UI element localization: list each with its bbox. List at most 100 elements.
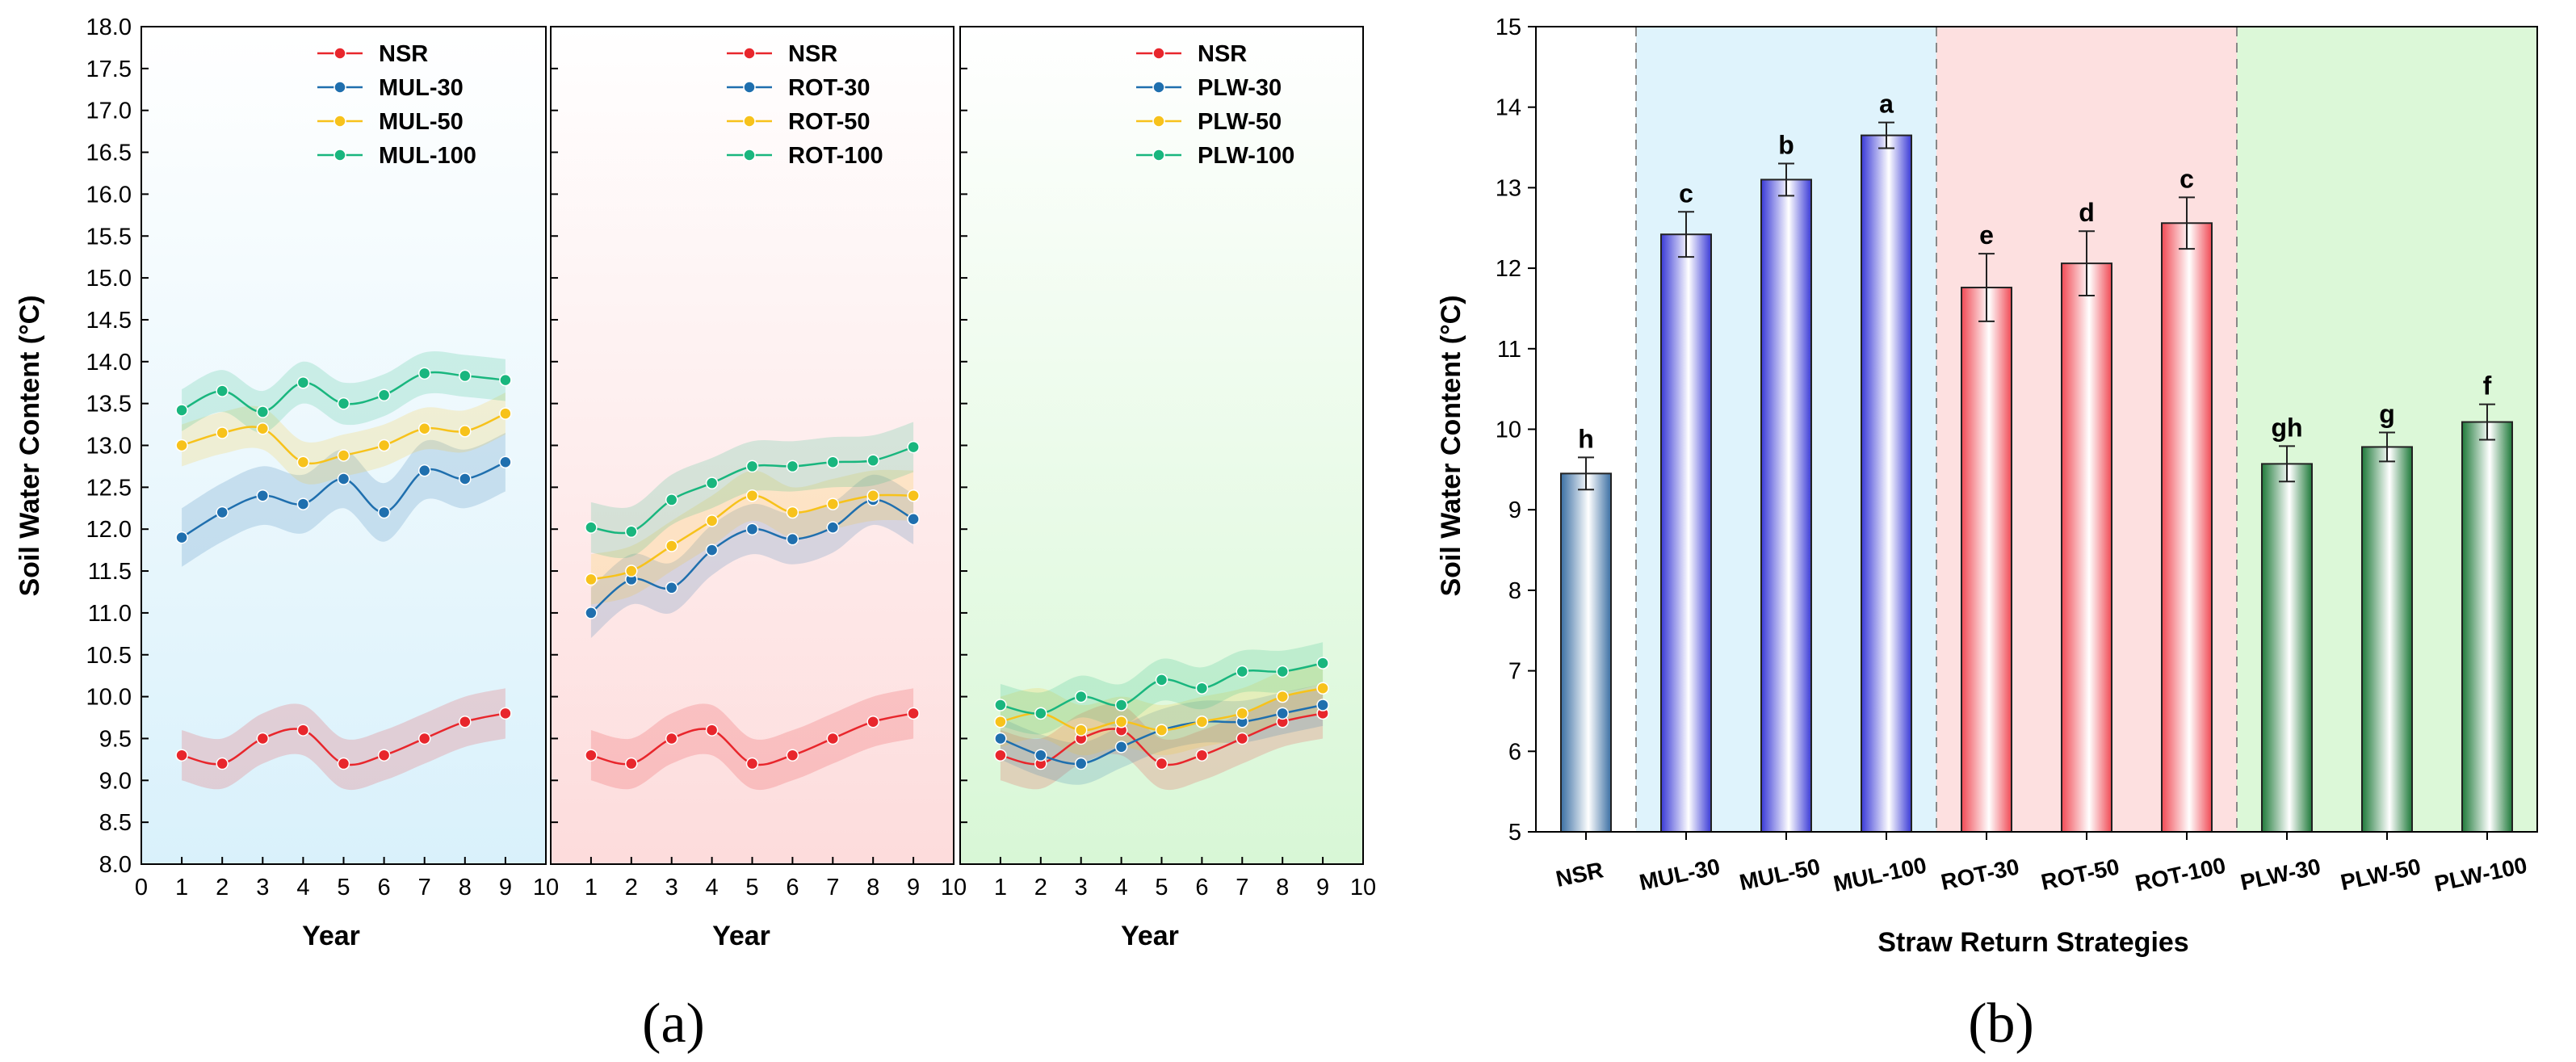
legend-label: ROT-100 (788, 143, 883, 169)
data-point-nsr (337, 757, 350, 770)
data-point-plw-100 (1236, 665, 1249, 678)
significance-label: c (2180, 164, 2194, 193)
data-point-plw-30 (1074, 757, 1088, 770)
confidence-band-nsr (590, 688, 914, 791)
x-tick-label: 4 (296, 875, 309, 900)
data-point-mul-50 (216, 426, 229, 439)
legend-marker (1152, 81, 1165, 94)
data-point-plw-30 (1316, 699, 1329, 711)
x-tick-label: MUL-30 (1637, 854, 1722, 895)
data-point-rot-100 (786, 460, 799, 473)
panel-a1-chart: 8.0 8.5 9.0 9.5 10.0 10.5 11.0 11.5 12.0 12.5 13.0… (86, 15, 560, 900)
data-point-rot-50 (866, 489, 879, 502)
y-tick-label: 5 (1508, 820, 1521, 846)
legend-marker (1152, 115, 1165, 128)
x-tick-label: 7 (1236, 875, 1248, 900)
x-tick-label: PLW-100 (2432, 852, 2529, 896)
data-point-mul-100 (377, 388, 391, 402)
data-point-plw-50 (1114, 715, 1128, 728)
x-tick-label: 6 (1195, 875, 1208, 900)
data-point-nsr (256, 732, 270, 745)
y-tick-label: 8.5 (99, 810, 132, 836)
y-tick-label: 13.0 (86, 434, 132, 460)
data-point-nsr (1195, 749, 1209, 762)
significance-label: b (1778, 130, 1794, 159)
data-point-plw-50 (1276, 690, 1289, 703)
data-point-plw-100 (1276, 665, 1289, 678)
panel-a-y-axis-label: Soil Water Content (°C) (15, 295, 45, 596)
data-point-plw-100 (1034, 707, 1047, 720)
data-point-rot-30 (907, 513, 920, 526)
data-point-rot-100 (705, 476, 719, 489)
data-point-rot-50 (705, 514, 719, 527)
x-tick-label: 2 (1034, 875, 1047, 900)
x-tick-label: 8 (866, 875, 879, 900)
x-tick-label: ROT-50 (2039, 854, 2121, 895)
bar-rot-100 (2161, 222, 2213, 833)
data-point-plw-30 (1034, 749, 1047, 762)
data-point-plw-30 (1276, 707, 1289, 720)
data-point-nsr (705, 724, 719, 737)
data-point-nsr (216, 757, 229, 770)
legend-label: ROT-30 (788, 75, 871, 101)
significance-label: e (1979, 220, 1994, 250)
data-point-plw-50 (1074, 724, 1088, 737)
legend-marker (743, 47, 756, 60)
data-point-mul-100 (459, 369, 472, 383)
y-tick-label: 9.0 (99, 768, 132, 794)
data-point-nsr (1236, 732, 1249, 745)
data-point-nsr (459, 715, 472, 728)
data-point-mul-100 (417, 367, 431, 380)
significance-label: a (1879, 90, 1894, 119)
data-point-rot-30 (786, 532, 799, 546)
legend-marker (334, 149, 346, 162)
y-tick-label: 14.5 (86, 308, 132, 334)
significance-label: h (1578, 424, 1594, 453)
data-point-mul-50 (175, 439, 188, 452)
data-point-rot-100 (745, 460, 759, 473)
data-point-plw-50 (1316, 682, 1329, 695)
data-point-mul-100 (175, 404, 188, 417)
panel-a-label: (a) (642, 993, 705, 1055)
legend-marker (743, 81, 756, 94)
data-point-plw-100 (1114, 699, 1128, 711)
panel-a1-x-axis-label: Year (302, 921, 360, 951)
y-tick-label: 13.5 (86, 392, 132, 418)
panel-a3-x-axis-label: Year (1121, 921, 1179, 951)
data-point-mul-30 (256, 489, 270, 502)
data-point-nsr (377, 749, 391, 762)
bar-mul-100 (1861, 134, 1912, 833)
y-tick-label: 15.5 (86, 224, 132, 250)
panel-b-y-axis-label: Soil Water Content (°C) (1436, 295, 1466, 596)
y-tick-label: 17.0 (86, 99, 132, 124)
x-tick-label: MUL-100 (1831, 852, 1929, 896)
x-tick-label: ROT-30 (1939, 854, 2021, 895)
data-point-mul-30 (296, 497, 310, 510)
data-point-mul-30 (417, 464, 431, 477)
data-point-rot-100 (907, 440, 920, 454)
legend-label: NSR (788, 41, 837, 67)
significance-label: g (2379, 399, 2395, 428)
x-tick-label: NSR (1554, 857, 1605, 892)
data-point-plw-50 (1195, 715, 1209, 728)
legend-marker (334, 47, 346, 60)
panel-a2-x-axis-label: Year (712, 921, 770, 951)
panel-b-x-axis-label: Straw Return Strategies (1877, 927, 2188, 958)
data-point-rot-50 (625, 565, 638, 577)
y-tick-label: 14 (1496, 95, 1521, 121)
data-point-plw-100 (1155, 674, 1168, 686)
y-tick-label: 12.5 (86, 475, 132, 501)
data-point-mul-50 (377, 439, 391, 452)
confidence-band-nsr (182, 688, 506, 791)
x-tick-label: 4 (1115, 875, 1128, 900)
data-point-rot-100 (826, 455, 840, 468)
data-point-mul-50 (459, 425, 472, 438)
x-tick-label: 0 (135, 875, 148, 900)
y-tick-label: 10.5 (86, 643, 132, 669)
data-point-nsr (665, 732, 678, 745)
data-point-mul-30 (499, 455, 512, 468)
y-tick-label: 18.0 (86, 15, 132, 40)
bar-rot-30 (1961, 287, 2012, 833)
legend-marker (1152, 149, 1165, 162)
